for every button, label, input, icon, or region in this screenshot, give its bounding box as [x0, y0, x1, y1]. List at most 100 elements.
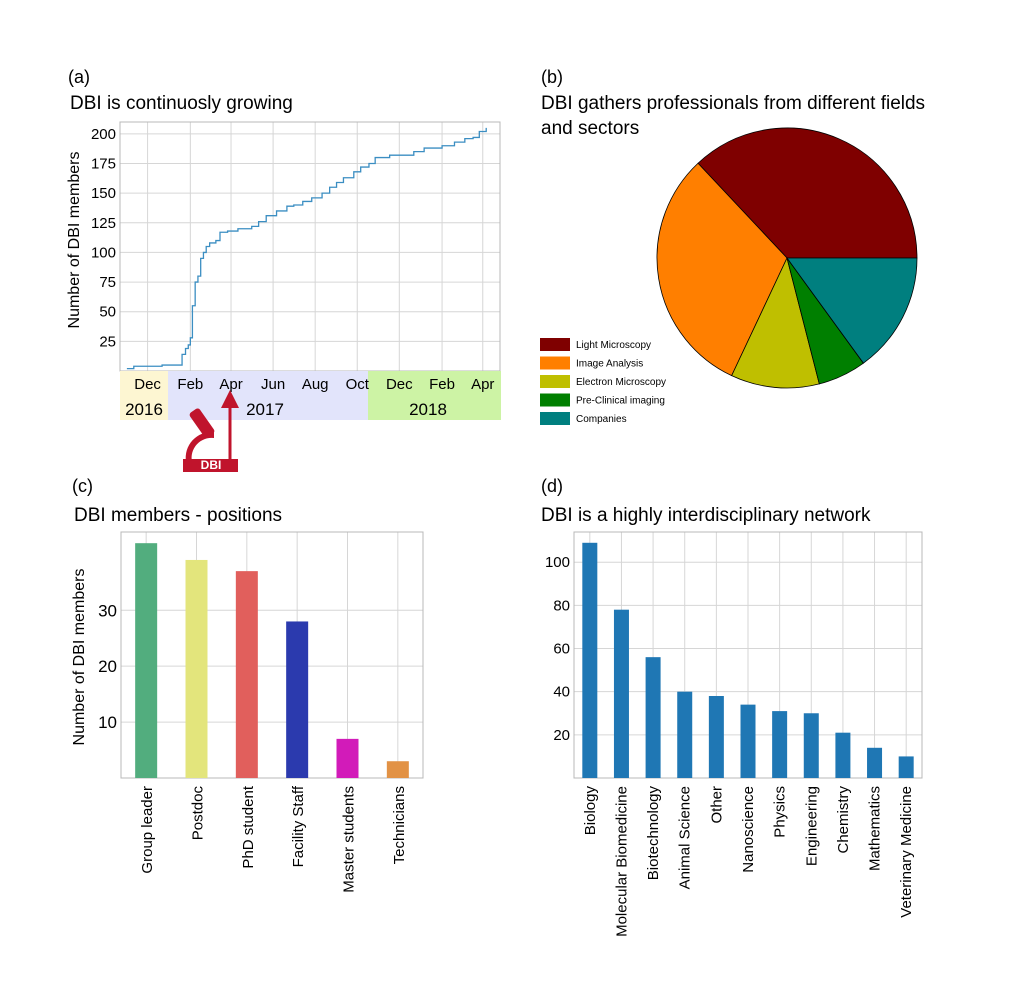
bar-postdoc — [185, 559, 208, 778]
panel-c-x-tick-label: Master students — [341, 786, 358, 893]
legend-swatch-companies — [540, 412, 570, 425]
panel-d-y-tick-label: 40 — [553, 684, 570, 701]
panel-a-title: DBI is continuosly growing — [70, 93, 293, 114]
panel-c: (c) DBI members - positions 10 20 30 Group… — [71, 476, 424, 893]
bar-nanoscience — [740, 704, 756, 778]
panel-d-x-tick-label: Biotechnology — [645, 786, 662, 881]
panel-d: (d) DBI is a highly interdisciplinary ne… — [541, 476, 923, 937]
panel-a-month-tick-label: Apr — [219, 376, 242, 393]
legend-swatch-image-analysis — [540, 356, 570, 370]
panel-d-x-tick-label: Engineering — [803, 786, 820, 866]
panel-a-month-tick-label: Feb — [177, 376, 203, 393]
legend-label-pre-clinical-imaging: Pre-Clinical imaging — [576, 396, 665, 407]
launch-arrow-head — [221, 390, 239, 408]
panel-c-title: DBI members - positions — [74, 505, 282, 526]
pie-slice-light-microscopy — [697, 127, 918, 259]
panel-a-month-tick-label: Aug — [302, 376, 329, 393]
panel-c-y-axis-title: Number of DBI members — [71, 569, 88, 746]
bar-facility-staff — [286, 621, 309, 778]
bar-physics — [772, 711, 788, 778]
panel-c-x-tick-label: Technicians — [391, 786, 408, 864]
dbi-logo-plate — [183, 459, 238, 472]
bar-phd-student — [235, 571, 258, 778]
panel-a-y-tick-label: 100 — [91, 244, 116, 261]
dbi-logo-text: DBI — [201, 458, 222, 472]
panel-d-x-tick-label: Mathematics — [867, 786, 884, 871]
panel-a: (a) DBI is continuosly growing 25 50 75 100… — [66, 67, 501, 472]
legend-swatch-pre-clinical-imaging — [540, 393, 570, 407]
dbi-launch-marker: DBI — [183, 390, 239, 472]
dbi-logo-microscope-tube — [189, 408, 215, 438]
bar-molecular-biomedicine — [613, 609, 629, 778]
legend-label-companies: Companies — [576, 414, 627, 425]
year-band-2016 — [120, 371, 168, 420]
panel-a-month-tick-label: Oct — [346, 376, 370, 393]
panel-a-timeline: Dec Feb Apr Jun Aug Oct Dec Feb Apr 2016 2017 20… — [120, 371, 501, 420]
legend-swatch-light-microscopy — [540, 338, 570, 351]
panel-d-x-ticks: Biology Molecular Biomedicine Biotechnolog… — [582, 786, 915, 937]
legend-swatch-electron-microscopy — [540, 375, 570, 388]
panel-a-y-tick-label: 175 — [91, 156, 116, 173]
panel-d-x-tick-label: Nanoscience — [740, 786, 757, 873]
panel-a-month-ticks: Dec Feb Apr Jun Aug Oct Dec Feb Apr — [134, 376, 494, 393]
panel-c-y-tick-label: 10 — [98, 713, 117, 732]
legend-label-electron-microscopy: Electron Microscopy — [576, 377, 666, 388]
panel-a-y-tick-label: 150 — [91, 185, 116, 202]
panel-d-x-tick-label: Molecular Biomedicine — [613, 786, 630, 937]
panel-c-y-tick-label: 30 — [98, 601, 117, 620]
year-label-2016: 2016 — [125, 400, 163, 419]
bar-other — [708, 696, 724, 778]
panel-a-month-tick-label: Apr — [471, 376, 494, 393]
panel-d-x-tick-label: Biology — [582, 786, 599, 836]
dbi-logo: DBI — [183, 408, 238, 472]
panel-b-title-line-2: and sectors — [541, 118, 639, 139]
panel-d-y-tick-label: 60 — [553, 641, 570, 658]
panel-d-x-tick-label: Animal Science — [677, 786, 694, 889]
panel-a-y-tick-label: 75 — [99, 274, 116, 291]
panel-d-x-tick-label: Veterinary Medicine — [898, 786, 915, 918]
panel-c-x-ticks: Group leader Postdoc PhD student Facility S… — [139, 785, 408, 893]
panel-d-label: (d) — [541, 476, 563, 496]
panel-c-label: (c) — [72, 476, 93, 496]
panel-a-month-tick-label: Jun — [261, 376, 285, 393]
year-band-2018 — [368, 371, 501, 420]
panel-a-month-tick-label: Feb — [429, 376, 455, 393]
panel-a-plot-frame — [119, 121, 501, 372]
panel-b-title-line-1: DBI gathers professionals from different… — [541, 93, 925, 114]
panel-d-x-tick-label: Other — [708, 786, 725, 824]
panel-d-bars — [582, 542, 914, 778]
legend-label-image-analysis: Image Analysis — [576, 359, 643, 370]
legend-label-light-microscopy: Light Microscopy — [576, 340, 651, 351]
panel-c-y-tick-label: 20 — [98, 657, 117, 676]
panel-b-pie — [656, 127, 918, 389]
panel-d-title: DBI is a highly interdisciplinary networ… — [541, 505, 871, 526]
bar-chemistry — [835, 732, 851, 778]
bar-mathematics — [867, 747, 883, 778]
panel-c-grid — [121, 532, 423, 778]
panel-c-bars — [135, 543, 409, 778]
bar-biotechnology — [645, 657, 661, 778]
panel-d-x-tick-label: Physics — [772, 786, 789, 838]
panel-a-month-tick-label: Dec — [134, 376, 161, 393]
year-label-2018: 2018 — [409, 400, 447, 419]
panel-c-x-tick-label: PhD student — [240, 785, 257, 868]
panel-d-y-tick-label: 80 — [553, 597, 570, 614]
panel-d-y-ticks: 20 40 60 80 100 — [545, 554, 570, 744]
year-label-2017: 2017 — [246, 400, 284, 419]
panel-a-y-tick-label: 200 — [91, 126, 116, 143]
panel-c-x-tick-label: Postdoc — [190, 786, 207, 841]
panel-d-y-tick-label: 100 — [545, 554, 570, 571]
pie-slice-image-analysis — [656, 162, 788, 377]
bar-engineering — [803, 713, 819, 778]
panel-a-y-tick-label: 25 — [99, 333, 116, 350]
panel-b: (b) DBI gathers professionals from diffe… — [540, 67, 925, 425]
panel-d-x-tick-label: Chemistry — [835, 786, 852, 854]
pie-slice-electron-microscopy — [731, 256, 820, 389]
bar-technicians — [386, 761, 409, 778]
panel-c-x-tick-label: Group leader — [139, 786, 156, 874]
panel-c-x-tick-label: Facility Staff — [290, 785, 307, 867]
panel-b-label: (b) — [541, 67, 563, 87]
panel-c-plot-frame — [120, 531, 424, 779]
panel-a-y-tick-label: 50 — [99, 304, 116, 321]
